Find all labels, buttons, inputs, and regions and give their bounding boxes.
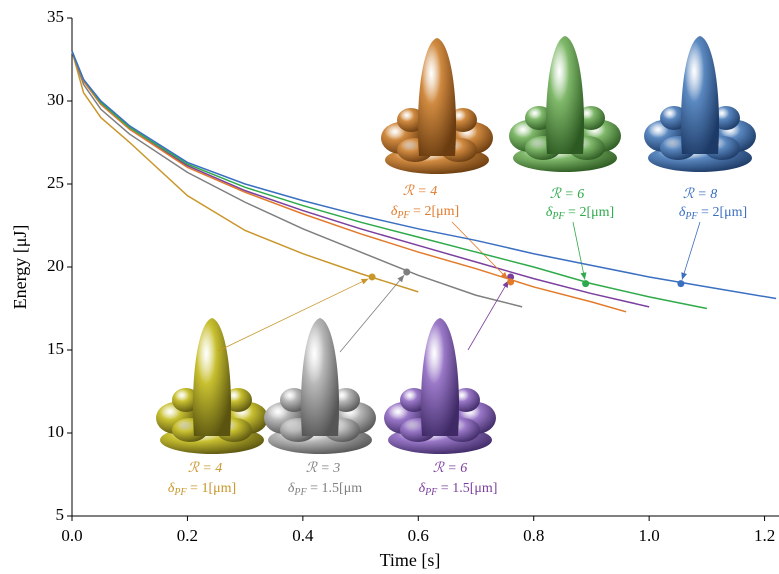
label-line: ℛ = 8 <box>683 187 718 202</box>
label-line: δPF = 1.5[μm] <box>419 481 498 498</box>
label-part: = 1.5[μm] <box>437 481 497 496</box>
label-sub: PF <box>293 487 307 498</box>
chart: Time [s] Energy [μJ] 0.0 0.2 0.4 0.6 0.8 1.0 1… <box>0 0 779 574</box>
x-tick-label: 0.4 <box>292 526 314 545</box>
label-line: δPF = 1[μm] <box>168 481 236 498</box>
y-tick-label: 15 <box>47 339 64 358</box>
shape-spike <box>193 318 231 436</box>
label-line: δPF = 2[μm] <box>679 205 747 222</box>
marker <box>677 280 684 287</box>
marker <box>582 280 589 287</box>
shape-spike <box>681 36 719 154</box>
annotation-arrow <box>682 222 700 280</box>
annotation-arrow <box>218 279 369 351</box>
shape-spike <box>418 38 456 156</box>
label-line: ℛ = 3 <box>306 461 341 476</box>
label-line: ℛ = 4 <box>403 184 438 199</box>
arrow-head <box>581 272 587 279</box>
y-axis-label: Energy [μJ] <box>10 225 30 310</box>
label-sub: PF <box>684 211 698 222</box>
shape-render <box>156 318 268 454</box>
annotation-arrow <box>340 275 404 352</box>
y-tick-label: 30 <box>47 90 64 109</box>
annotation-arrow <box>573 222 585 280</box>
label-part: = 2[μm] <box>698 205 748 220</box>
arrow-head <box>397 275 404 282</box>
label-line: δPF = 2[μm] <box>546 205 614 222</box>
x-tick-label: 1.2 <box>754 526 775 545</box>
x-tick-label: 0.6 <box>408 526 429 545</box>
label-part: = 2[μm] <box>565 205 615 220</box>
label-line: ℛ = 6 <box>433 461 468 476</box>
x-tick-label: 1.0 <box>639 526 660 545</box>
label-part: = 1[μm] <box>187 481 237 496</box>
shape-spike <box>546 36 584 154</box>
shape-render <box>264 318 376 454</box>
marker <box>403 268 410 275</box>
shape-render <box>644 36 756 172</box>
shape-render <box>381 38 493 174</box>
label-part: = 1.5[μm <box>307 481 363 496</box>
label-sub: PF <box>551 211 565 222</box>
series-line <box>72 51 626 312</box>
y-tick-label: 35 <box>47 7 64 26</box>
label-line: δPF = 2[μm] <box>391 204 459 221</box>
annotation-arrow <box>468 280 509 350</box>
series-line <box>72 51 522 307</box>
y-tick-label: 20 <box>47 256 64 275</box>
y-tick-label: 25 <box>47 173 64 192</box>
arrow-head <box>681 272 687 280</box>
label-sub: PF <box>396 210 410 221</box>
label-sub: PF <box>173 487 187 498</box>
y-tick-label: 10 <box>47 422 64 441</box>
shape-render <box>384 318 496 454</box>
label-line: ℛ = 4 <box>188 461 223 476</box>
x-tick-label: 0.2 <box>177 526 198 545</box>
label-line: ℛ = 6 <box>550 187 585 202</box>
label-sub: PF <box>424 487 438 498</box>
label-line: δPF = 1.5[μm <box>288 481 362 498</box>
marker <box>507 278 514 285</box>
label-part: = 2[μm] <box>410 204 460 219</box>
x-tick-label: 0.8 <box>523 526 544 545</box>
shape-spike <box>301 318 339 436</box>
shape-render <box>509 36 621 172</box>
x-tick-label: 0.0 <box>61 526 82 545</box>
series-line <box>72 51 418 292</box>
x-axis-label: Time [s] <box>380 550 441 570</box>
y-tick-label: 5 <box>56 505 65 524</box>
shape-spike <box>421 318 459 436</box>
marker <box>369 273 376 280</box>
